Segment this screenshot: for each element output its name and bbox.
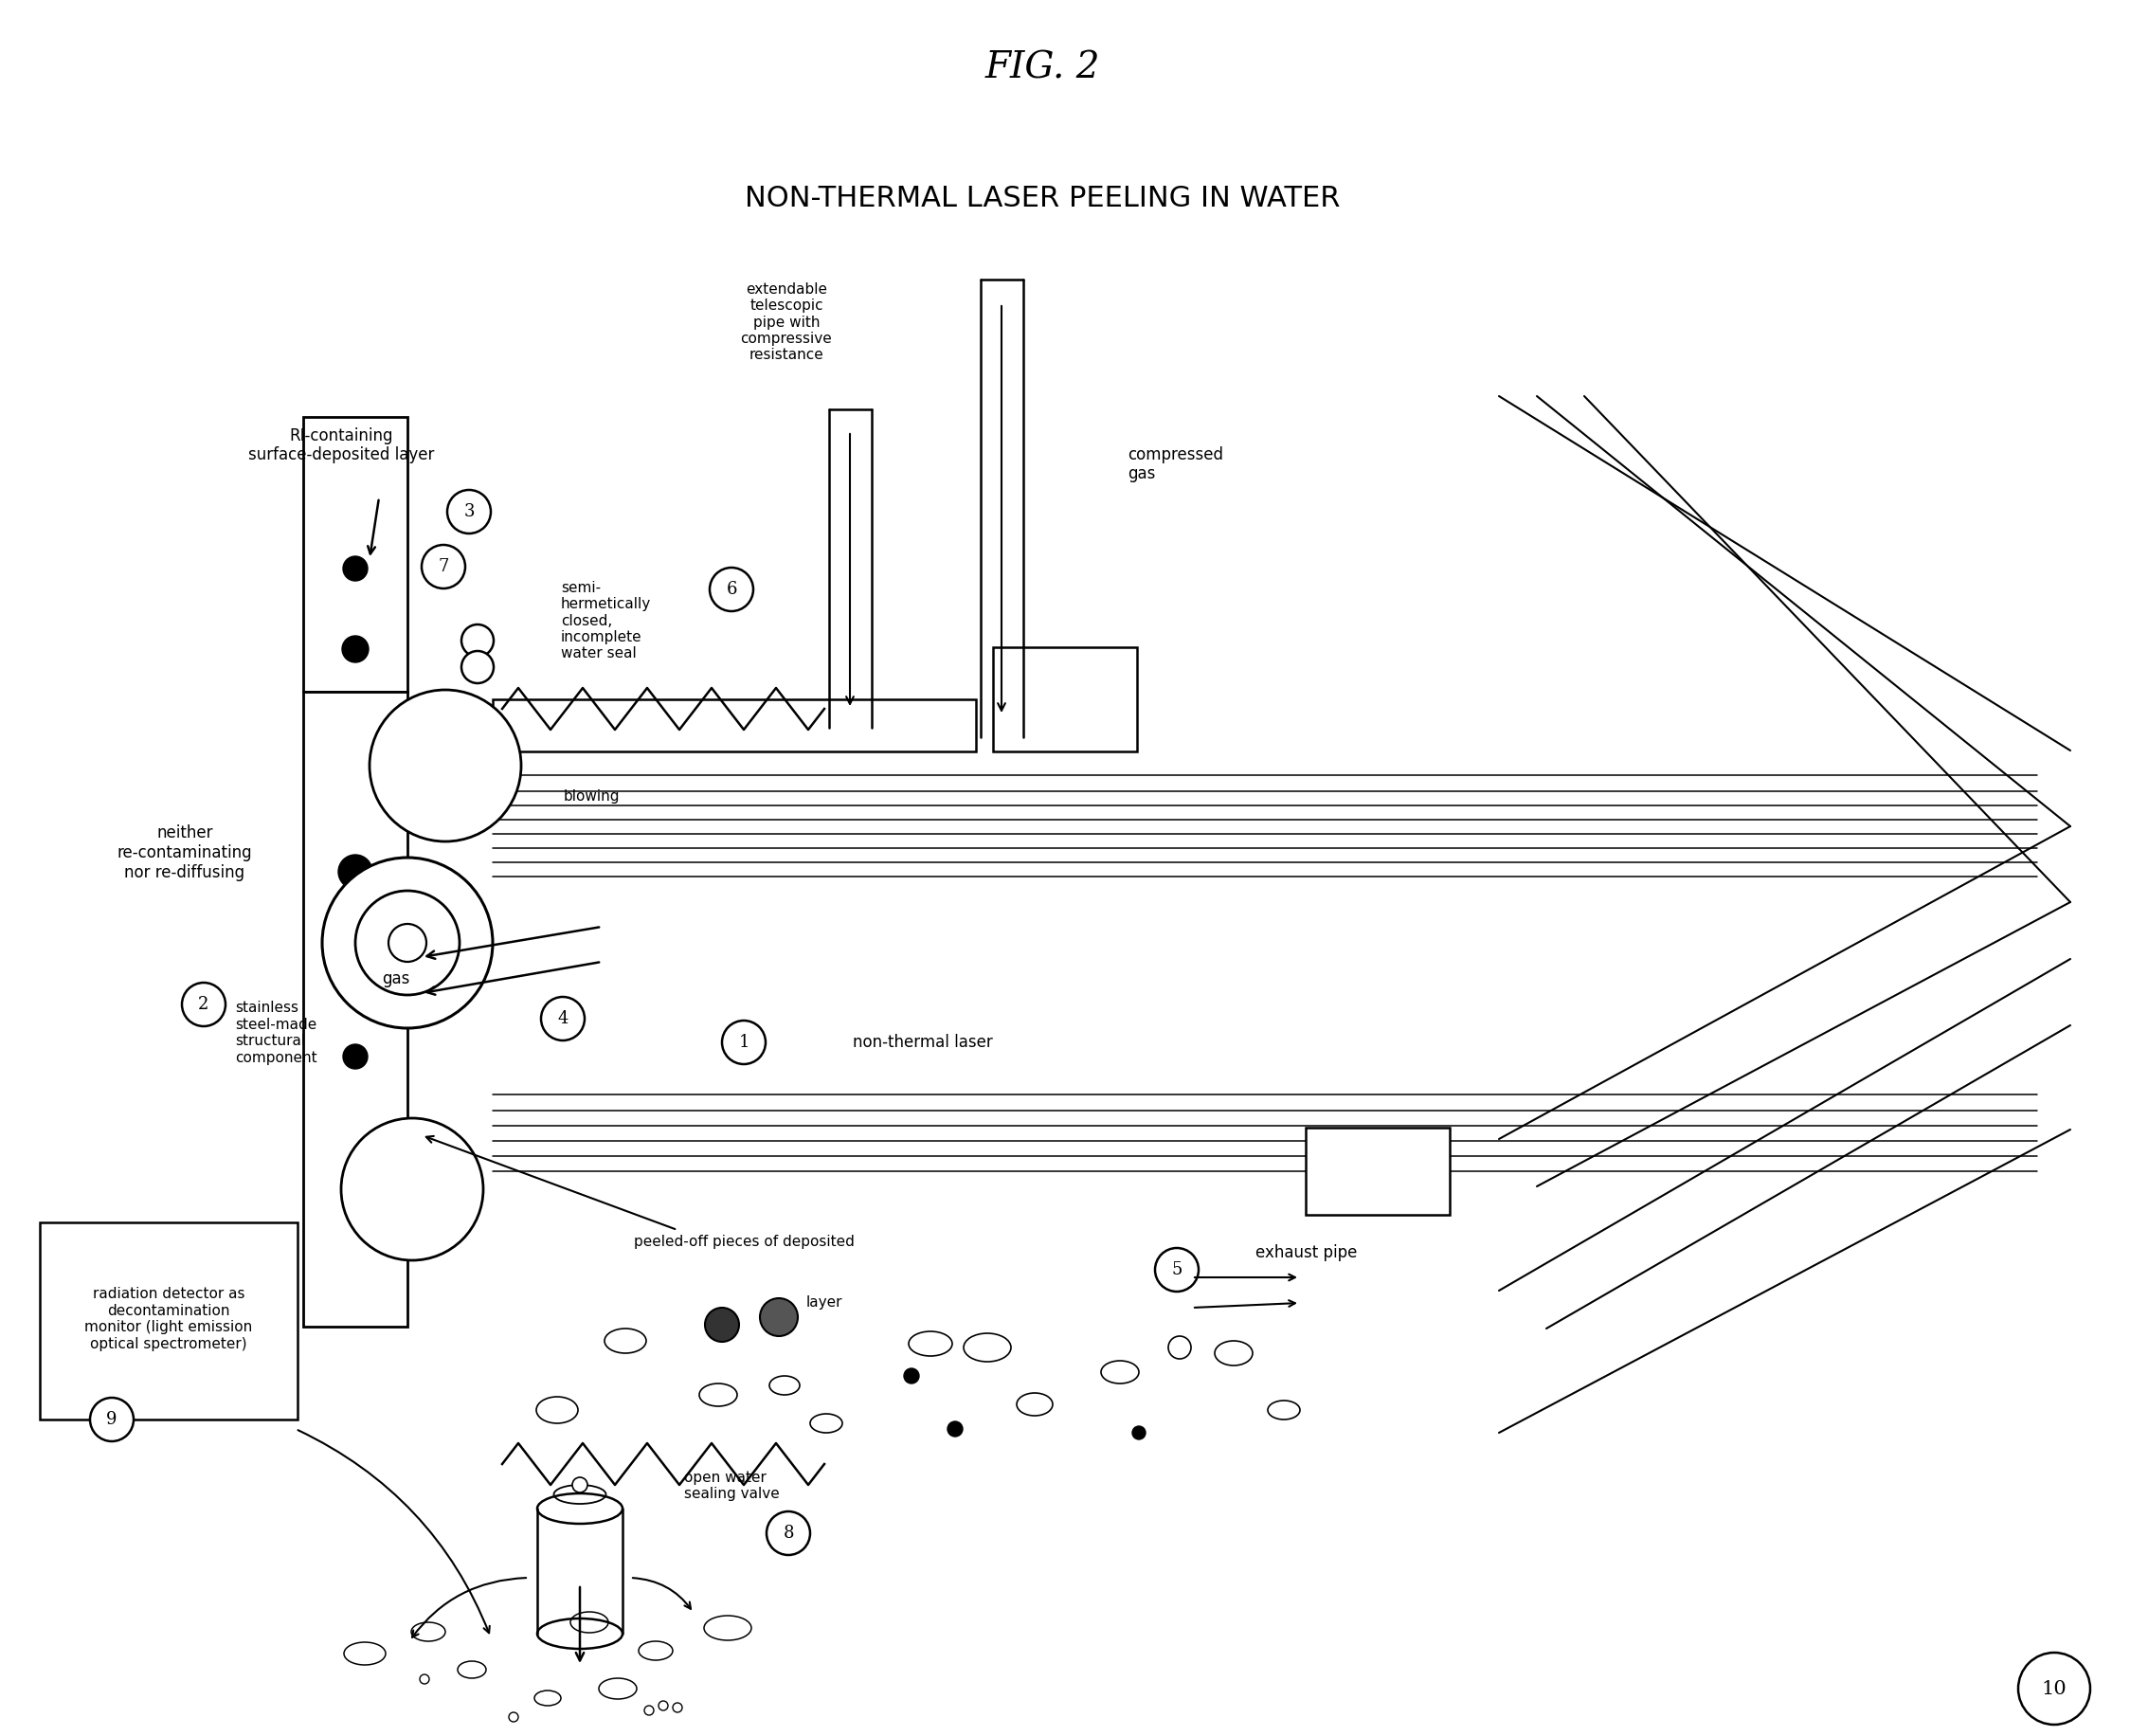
Circle shape bbox=[420, 1675, 430, 1684]
Bar bbox=[993, 648, 1137, 752]
Text: 10: 10 bbox=[2041, 1680, 2066, 1698]
Text: FIG. 2: FIG. 2 bbox=[984, 50, 1099, 85]
Bar bbox=[40, 1222, 298, 1420]
Circle shape bbox=[447, 490, 490, 533]
Circle shape bbox=[705, 1307, 739, 1342]
Text: exhaust pipe: exhaust pipe bbox=[1255, 1245, 1357, 1262]
Circle shape bbox=[760, 1299, 799, 1337]
Circle shape bbox=[181, 983, 226, 1026]
Circle shape bbox=[339, 854, 373, 889]
Circle shape bbox=[903, 1368, 918, 1384]
Text: stainless
steel-made
structural
component: stainless steel-made structural componen… bbox=[234, 1002, 317, 1064]
Circle shape bbox=[1154, 1248, 1199, 1292]
Bar bbox=[1306, 1128, 1451, 1215]
Circle shape bbox=[462, 625, 494, 656]
Text: radiation detector as
decontamination
monitor (light emission
optical spectromet: radiation detector as decontamination mo… bbox=[85, 1286, 253, 1351]
Circle shape bbox=[341, 1118, 484, 1260]
Text: 8: 8 bbox=[784, 1524, 794, 1542]
Text: layer: layer bbox=[805, 1295, 843, 1311]
Text: 7: 7 bbox=[439, 559, 449, 575]
Circle shape bbox=[643, 1706, 654, 1715]
Circle shape bbox=[89, 1397, 134, 1441]
Text: compressed
gas: compressed gas bbox=[1127, 446, 1223, 483]
Text: 9: 9 bbox=[106, 1411, 117, 1429]
Bar bbox=[302, 417, 407, 691]
Circle shape bbox=[462, 651, 494, 684]
Circle shape bbox=[343, 635, 368, 663]
Text: peeled-off pieces of deposited: peeled-off pieces of deposited bbox=[633, 1234, 854, 1248]
Text: open water
sealing valve: open water sealing valve bbox=[684, 1470, 780, 1502]
Text: neither
re-contaminating
nor re-diffusing: neither re-contaminating nor re-diffusin… bbox=[117, 825, 251, 882]
Text: 6: 6 bbox=[726, 582, 737, 597]
Bar bbox=[492, 700, 976, 752]
Circle shape bbox=[573, 1477, 588, 1493]
Text: 5: 5 bbox=[1172, 1262, 1182, 1278]
Circle shape bbox=[509, 1712, 518, 1722]
Circle shape bbox=[541, 996, 584, 1040]
Text: RI-containing
surface-deposited layer: RI-containing surface-deposited layer bbox=[247, 427, 435, 464]
Text: semi-
hermetically
closed,
incomplete
water seal: semi- hermetically closed, incomplete wa… bbox=[560, 580, 652, 661]
Circle shape bbox=[673, 1703, 682, 1712]
Text: extendable
telescopic
pipe with
compressive
resistance: extendable telescopic pipe with compress… bbox=[741, 283, 833, 363]
Circle shape bbox=[368, 689, 522, 842]
Circle shape bbox=[422, 545, 464, 589]
Text: gas: gas bbox=[381, 970, 409, 988]
Text: 4: 4 bbox=[558, 1010, 569, 1028]
Circle shape bbox=[767, 1512, 809, 1555]
Circle shape bbox=[343, 556, 368, 582]
Text: non-thermal laser: non-thermal laser bbox=[852, 1035, 993, 1050]
Circle shape bbox=[658, 1701, 669, 1710]
Circle shape bbox=[343, 1177, 366, 1201]
Circle shape bbox=[1167, 1337, 1191, 1359]
Text: 3: 3 bbox=[464, 503, 475, 521]
Circle shape bbox=[948, 1422, 963, 1437]
Circle shape bbox=[709, 568, 754, 611]
Text: blowing: blowing bbox=[564, 788, 620, 804]
Circle shape bbox=[722, 1021, 765, 1064]
Circle shape bbox=[388, 924, 426, 962]
Circle shape bbox=[343, 1045, 368, 1069]
Bar bbox=[302, 691, 407, 1326]
Circle shape bbox=[1133, 1427, 1146, 1439]
Text: 2: 2 bbox=[198, 996, 209, 1014]
Text: NON-THERMAL LASER PEELING IN WATER: NON-THERMAL LASER PEELING IN WATER bbox=[745, 186, 1340, 214]
Circle shape bbox=[2019, 1653, 2090, 1724]
Circle shape bbox=[356, 891, 460, 995]
Text: 1: 1 bbox=[739, 1035, 750, 1050]
Circle shape bbox=[322, 858, 492, 1028]
